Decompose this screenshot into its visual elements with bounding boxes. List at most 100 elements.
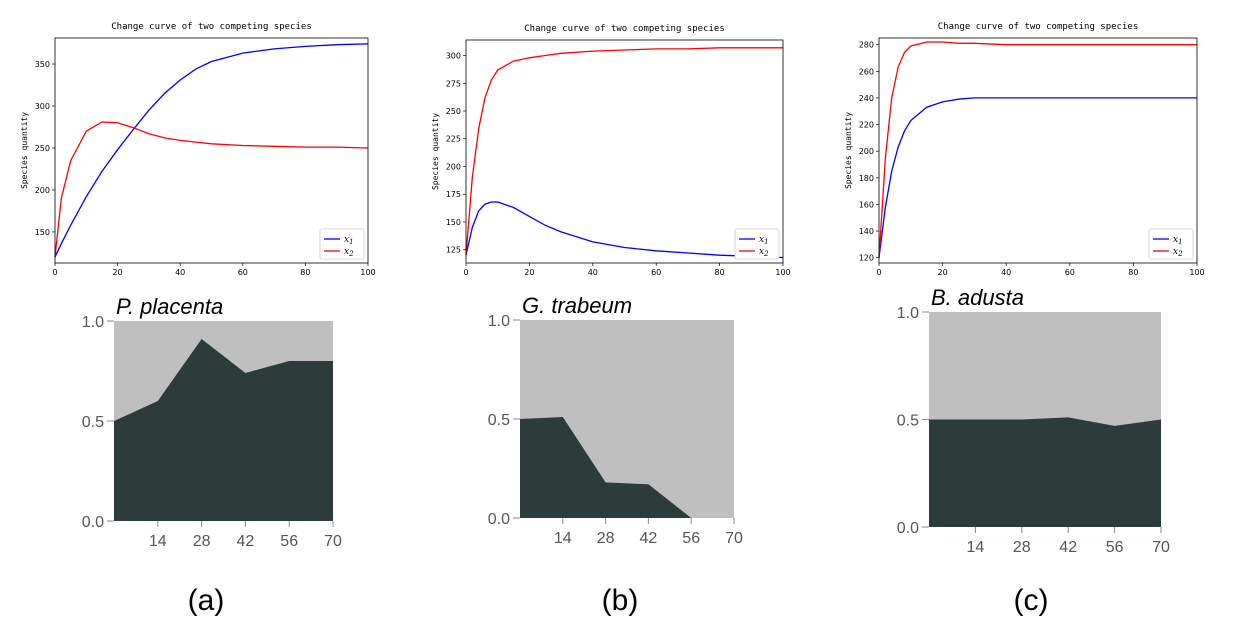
y-tick-label: 0.5	[82, 414, 104, 431]
series-line-x1	[878, 97, 1197, 258]
chart-title: Change curve of two competing species	[111, 22, 311, 32]
x-tick-label: 20	[113, 268, 123, 277]
legend-box	[319, 228, 365, 260]
line-panel-0: Change curve of two competing species 0 20…	[20, 22, 376, 277]
y-tick-label: 0.0	[82, 514, 104, 531]
area-lower	[929, 417, 1161, 527]
x-tick-label: 100	[1189, 268, 1204, 277]
caption-c: (c)	[1014, 584, 1049, 617]
x-tick-label: 40	[175, 268, 185, 277]
plot-frame	[878, 37, 1198, 264]
caption-a: (a)	[188, 584, 225, 617]
y-tick-label: 260	[859, 67, 874, 76]
y-tick-label: 175	[446, 190, 461, 199]
legend-box	[1148, 228, 1194, 260]
panel-title: P. placenta	[116, 294, 223, 319]
x-tick-label: 20	[938, 268, 948, 277]
chart-title: Change curve of two competing species	[524, 24, 724, 34]
legend-box	[734, 228, 780, 260]
y-tick-label: 1.0	[82, 314, 104, 331]
y-tick-label: 0.5	[897, 413, 919, 430]
y-tick-label: 0.0	[897, 520, 919, 537]
y-tick-label: 125	[446, 246, 461, 255]
x-tick-label: 42	[640, 530, 658, 547]
x-tick-label: 28	[1013, 539, 1031, 556]
x-tick-label: 40	[588, 268, 598, 277]
y-tick-label: 300	[446, 52, 461, 61]
y-tick-label: 120	[859, 254, 874, 263]
panel-title: G. trabeum	[522, 293, 632, 318]
y-tick-label: 200	[35, 186, 50, 195]
x-tick-label: 14	[149, 533, 167, 550]
chart-title: Change curve of two competing species	[938, 22, 1138, 32]
y-axis-label: Species quantity	[431, 113, 440, 190]
x-tick-label: 60	[238, 268, 248, 277]
y-tick-label: 220	[859, 121, 874, 130]
x-tick-label: 56	[280, 533, 298, 550]
y-tick-label: 1.0	[897, 305, 919, 322]
y-tick-label: 0.0	[488, 511, 510, 528]
y-tick-label: 240	[859, 94, 874, 103]
x-tick-label: 60	[651, 268, 661, 277]
area-lower	[520, 417, 734, 518]
area-lower	[114, 339, 333, 521]
y-tick-label: 160	[859, 200, 874, 209]
line-panel-2: Change curve of two competing species 0 20…	[844, 22, 1205, 277]
legend-label-x2: x2	[1173, 247, 1183, 258]
x-tick-label: 0	[52, 268, 57, 277]
x-tick-label: 56	[682, 530, 700, 547]
legend-label-x2: x2	[344, 247, 354, 258]
caption-b: (b)	[602, 584, 639, 617]
x-tick-label: 40	[1001, 268, 1011, 277]
x-tick-label: 42	[1059, 539, 1077, 556]
series-line-x1	[54, 43, 369, 258]
x-tick-label: 70	[1152, 539, 1170, 556]
series-line-x2	[465, 47, 783, 256]
area-panel-1: G. trabeum 0.0 0.5 1.0 14 28 42 56 70	[488, 293, 743, 547]
x-tick-label: 80	[300, 268, 310, 277]
y-axis-label: Species quantity	[20, 112, 29, 189]
y-tick-label: 275	[446, 79, 461, 88]
plot-frame	[54, 37, 369, 264]
x-tick-label: 14	[554, 530, 572, 547]
series-line-x2	[878, 41, 1197, 258]
x-tick-label: 20	[524, 268, 534, 277]
legend-label-x1: x1	[759, 235, 769, 246]
y-tick-label: 200	[859, 147, 874, 156]
plot-frame	[465, 39, 784, 264]
area-panel-0: P. placenta 0.0 0.5 1.0 14 28 42 56 70	[82, 294, 342, 550]
y-tick-label: 350	[35, 60, 50, 69]
legend-label-x2: x2	[759, 247, 769, 258]
legend-label-x1: x1	[344, 235, 354, 246]
x-tick-label: 100	[775, 268, 790, 277]
legend-label-x1: x1	[1173, 235, 1183, 246]
x-tick-label: 28	[597, 530, 615, 547]
y-tick-label: 150	[35, 228, 50, 237]
y-tick-label: 300	[35, 102, 50, 111]
x-tick-label: 80	[1128, 268, 1138, 277]
y-tick-label: 0.5	[488, 412, 510, 429]
y-tick-label: 180	[859, 174, 874, 183]
x-tick-label: 0	[463, 268, 468, 277]
x-tick-label: 42	[237, 533, 255, 550]
x-tick-label: 70	[725, 530, 743, 547]
series-line-x2	[54, 121, 369, 258]
x-tick-label: 14	[967, 539, 985, 556]
x-tick-label: 80	[715, 268, 725, 277]
panel-title: B. adusta	[931, 285, 1024, 310]
y-axis-label: Species quantity	[844, 112, 853, 189]
y-tick-label: 280	[859, 41, 874, 50]
x-tick-label: 56	[1106, 539, 1124, 556]
line-panel-1: Change curve of two competing species 0 20…	[431, 24, 791, 277]
y-tick-label: 250	[35, 144, 50, 153]
x-tick-label: 28	[193, 533, 211, 550]
y-tick-label: 1.0	[488, 313, 510, 330]
area-panel-2: B. adusta 0.0 0.5 1.0 14 28 42 56 70	[897, 285, 1170, 556]
y-tick-label: 150	[446, 218, 461, 227]
series-line-x1	[465, 201, 784, 259]
x-tick-label: 0	[876, 268, 881, 277]
